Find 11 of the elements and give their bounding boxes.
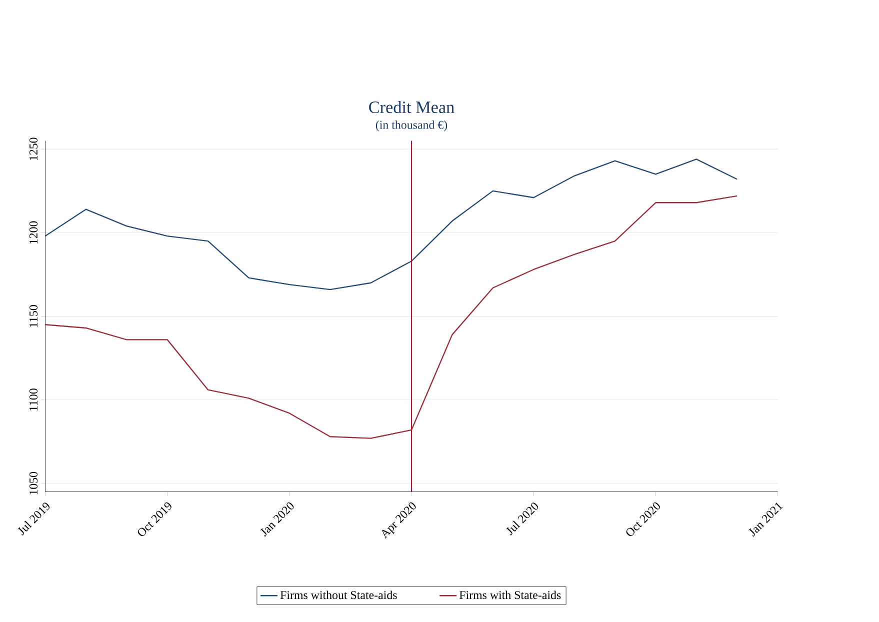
- y-tick-label: 1050: [29, 472, 38, 494]
- y-tick-label: 1100: [29, 388, 38, 411]
- chart-title: Credit Mean: [369, 101, 454, 114]
- chart-subtitle: (in thousand €): [376, 120, 448, 132]
- y-tick-label: 1200: [29, 221, 38, 244]
- y-tick-label: 1250: [29, 138, 38, 160]
- y-tick-label: 1150: [29, 305, 38, 328]
- legend-label: Firms with State-aids: [459, 590, 561, 600]
- legend-label: Firms without State-aids: [280, 590, 397, 600]
- line-series: [45, 195, 738, 439]
- line-series: [45, 158, 738, 290]
